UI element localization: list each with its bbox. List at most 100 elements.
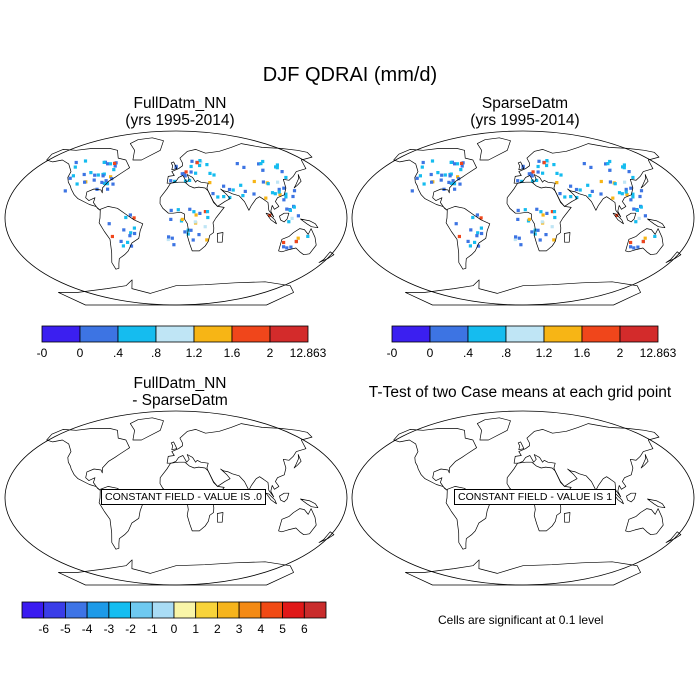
sparsedatm-data-cell: [449, 172, 453, 176]
fulldatm-data-cell: [264, 196, 268, 200]
colorbar-sparsedatm-swatch: [581, 325, 621, 343]
ttest-coastline-antarctica: [405, 559, 641, 586]
fulldatm-data-cell: [173, 179, 177, 183]
sparsedatm-data-cell: [415, 176, 419, 180]
fulldatm-data-cell: [112, 168, 116, 172]
fulldatm-data-cell: [169, 217, 173, 221]
colorbar-difference-tick-label: 4: [258, 622, 265, 636]
colorbar-difference-swatch: [260, 601, 284, 619]
sparsedatm-data-cell: [559, 173, 563, 177]
colorbar-fulldatm-swatch: [79, 325, 119, 343]
fulldatm-data-cell: [261, 168, 265, 172]
sparsedatm-data-cell: [544, 233, 548, 237]
colorbar-sparsedatm-swatch: [391, 325, 431, 343]
sparsedatm-data-cell: [519, 243, 523, 247]
fulldatm-data-cell: [126, 240, 130, 244]
colorbar-difference-tick-label: 6: [301, 622, 308, 636]
colorbar-difference-swatch: [173, 601, 197, 619]
sparsedatm-data-cell: [608, 168, 612, 172]
sparsedatm-data-cell: [590, 189, 594, 193]
fulldatm-data-cell: [208, 171, 212, 175]
colorbar-difference-swatch: [130, 601, 153, 619]
sparsedatm-coastline-sumatra: [612, 212, 624, 225]
figure-title: DJF QDRAI (mm/d): [262, 64, 438, 86]
fulldatm-coastline-antarctica: [58, 279, 294, 306]
colorbar-fulldatm-swatch: [117, 325, 157, 343]
sparsedatm-data-cell: [574, 187, 579, 192]
fulldatm-data-cell: [203, 210, 207, 214]
sparsedatm-coastline-japan: [640, 174, 649, 189]
sparsedatm-data-cell: [520, 179, 524, 183]
fulldatm-data-cell: [169, 179, 173, 183]
fulldatm-data-cell: [109, 175, 113, 179]
sparsedatm-data-cell: [454, 222, 458, 226]
fulldatm-data-cell: [100, 180, 104, 184]
colorbar-difference-tick-label: 0: [171, 622, 178, 636]
fulldatm-data-cell: [205, 163, 209, 167]
fulldatm-data-cell: [96, 173, 100, 177]
sparsedatm-data-cell: [629, 186, 633, 190]
sparsedatm-data-cell: [643, 214, 647, 218]
colorbar-fulldatm-swatch: [193, 325, 233, 343]
sparsedatm-data-cell: [523, 208, 527, 212]
fulldatm-data-cell: [280, 170, 284, 174]
difference-coastline-australia: [278, 508, 317, 536]
sparsedatm-data-cell: [545, 211, 549, 215]
fulldatm-data-cell: [188, 207, 192, 211]
sparsedatm-data-cell: [620, 192, 624, 196]
fulldatm-data-cell: [186, 232, 190, 236]
sparsedatm-data-cell: [631, 175, 635, 180]
sparsedatm-data-cell: [514, 235, 518, 239]
colorbar-sparsedatm-swatch: [429, 325, 469, 343]
fulldatm-data-cell: [107, 222, 111, 226]
colorbar-difference-tick-label: -6: [38, 622, 49, 636]
sparsedatm-data-cell: [422, 182, 426, 186]
sparsedatm-data-cell: [517, 236, 521, 240]
sparsedatm-data-cell: [588, 194, 592, 198]
colorbar-difference-tick-label: -1: [147, 622, 158, 636]
fulldatm-data-cell: [73, 165, 77, 169]
sparsedatm-data-cell: [536, 170, 540, 174]
sparsedatm-coastline-africa: [506, 181, 572, 252]
difference-coastline-britain: [170, 441, 178, 451]
sparsedatm-data-cell: [545, 163, 549, 168]
difference-coastline-north-america: [46, 428, 130, 491]
sparsedatm-data-cell: [558, 192, 562, 196]
sparsedatm-data-cell: [575, 195, 579, 200]
fulldatm-coastline-borneo: [279, 212, 290, 223]
sparsedatm-data-cell: [440, 173, 444, 177]
difference-coastline-madagascar: [216, 512, 224, 523]
difference-map-border: [4, 410, 348, 586]
fulldatm-data-cell: [276, 180, 280, 184]
fulldatm-data-cell: [190, 159, 194, 163]
fulldatm-data-cell: [189, 170, 193, 174]
fulldatm-data-cell: [277, 190, 281, 194]
sparsedatm-coastline-new-guinea: [647, 218, 666, 229]
sparsedatm-data-cell: [480, 231, 484, 236]
sparsedatm-data-cell: [447, 180, 451, 184]
colorbar-fulldatm-tick-label: 12.863: [290, 346, 327, 360]
fulldatm-data-cell: [239, 183, 243, 187]
sparsedatm-data-cell: [550, 225, 554, 229]
sparsedatm-coastline-new-zealand: [665, 251, 682, 263]
colorbar-sparsedatm-swatch: [619, 325, 659, 343]
sparsedatm-data-cell: [653, 234, 657, 238]
fulldatm-data-cell: [228, 195, 232, 200]
fulldatm-data-cell: [119, 239, 123, 243]
sparsedatm-data-cell: [538, 238, 542, 242]
colorbar-sparsedatm-tick-label: 1.2: [536, 346, 553, 360]
sparsedatm-data-cell: [451, 179, 455, 183]
ttest-coastline-eurasia: [513, 423, 660, 498]
colorbar-difference: -6 -5 -4 -3 -2 -1 0 1 2 3 4 5 6: [21, 601, 327, 636]
sparsedatm-data-cell: [458, 182, 462, 186]
fulldatm-data-cell: [285, 207, 289, 211]
fulldatm-data-cell: [211, 192, 215, 196]
sparsedatm-data-cell: [545, 159, 549, 163]
sparsedatm-data-cell: [542, 161, 546, 165]
colorbar-sparsedatm-tick-label: .8: [501, 346, 511, 360]
fulldatm-data-cell: [93, 173, 97, 177]
sparsedatm-coastline-australia: [625, 228, 664, 256]
fulldatm-data-cell: [89, 171, 93, 175]
sparsedatm-data-cell: [624, 190, 628, 194]
fulldatm-data-cell: [183, 179, 188, 183]
